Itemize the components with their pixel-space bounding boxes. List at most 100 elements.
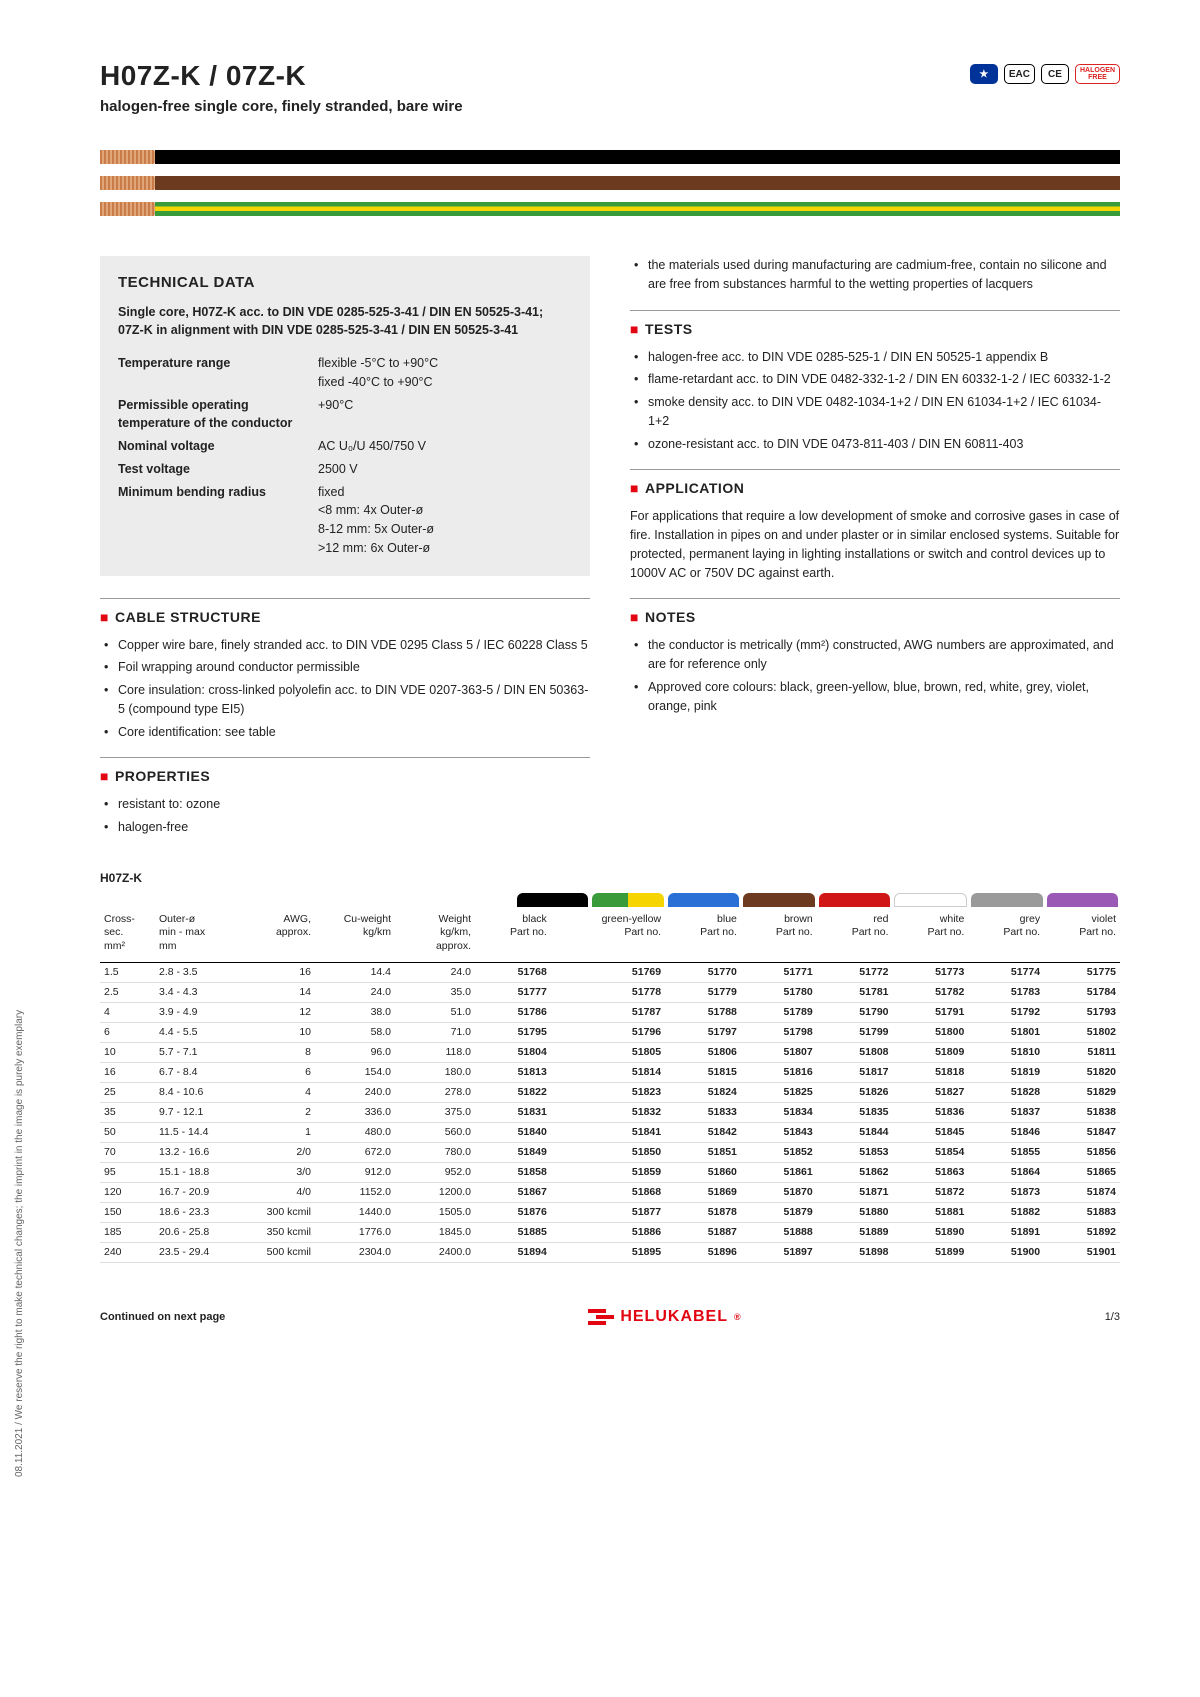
table-cell: 35 xyxy=(100,1102,155,1122)
table-row: 1.52.8 - 3.51614.424.0517685176951770517… xyxy=(100,962,1120,982)
table-cell: 70 xyxy=(100,1142,155,1162)
table-cell: 51897 xyxy=(741,1242,817,1262)
table-cell: 3.9 - 4.9 xyxy=(155,1002,245,1022)
table-cell: 51873 xyxy=(968,1182,1044,1202)
table-cell: 51800 xyxy=(893,1022,969,1042)
color-header-row xyxy=(100,893,1120,907)
table-cell: 9.7 - 12.1 xyxy=(155,1102,245,1122)
table-row: 7013.2 - 16.62/0672.0780.051849518505185… xyxy=(100,1142,1120,1162)
table-cell: 51810 xyxy=(968,1042,1044,1062)
techdata-label: Nominal voltage xyxy=(118,437,318,456)
table-cell: 1776.0 xyxy=(315,1222,395,1242)
table-cell: 51820 xyxy=(1044,1062,1120,1082)
table-cell: 51861 xyxy=(741,1162,817,1182)
techdata-value: flexible -5°C to +90°C fixed -40°C to +9… xyxy=(318,354,572,392)
page: 08.11.2021 / We reserve the right to mak… xyxy=(0,0,1200,1697)
properties-heading: ■PROPERTIES xyxy=(100,757,590,787)
table-cell: 51825 xyxy=(741,1082,817,1102)
cable-structure-item: Core insulation: cross-linked polyolefin… xyxy=(104,681,590,719)
table-cell: 51822 xyxy=(475,1082,551,1102)
table-row: 2.53.4 - 4.31424.035.0517775177851779517… xyxy=(100,982,1120,1002)
table-row: 258.4 - 10.64240.0278.051822518235182451… xyxy=(100,1082,1120,1102)
table-cell: 51894 xyxy=(475,1242,551,1262)
table-cell: 51819 xyxy=(968,1062,1044,1082)
badge-eu: ★ xyxy=(970,64,998,84)
col-header: Cu-weight kg/km xyxy=(315,907,395,962)
table-cell: 51790 xyxy=(817,1002,893,1022)
table-cell: 375.0 xyxy=(395,1102,475,1122)
table-cell: 51831 xyxy=(475,1102,551,1122)
techdata-row: Minimum bending radiusfixed <8 mm: 4x Ou… xyxy=(118,483,572,558)
cable-structure-item: Foil wrapping around conductor permissib… xyxy=(104,658,590,677)
table-cell: 51807 xyxy=(741,1042,817,1062)
color-swatch-brown xyxy=(743,893,814,907)
red-square-icon: ■ xyxy=(630,609,639,625)
table-cell: 51816 xyxy=(741,1062,817,1082)
table-cell: 51841 xyxy=(551,1122,665,1142)
table-cell: 51840 xyxy=(475,1122,551,1142)
tests-list: halogen-free acc. to DIN VDE 0285-525-1 … xyxy=(630,348,1120,454)
table-cell: 51826 xyxy=(817,1082,893,1102)
properties-list: resistant to: ozone halogen-free xyxy=(100,795,590,837)
table-cell: 118.0 xyxy=(395,1042,475,1062)
table-cell: 96.0 xyxy=(315,1042,395,1062)
table-cell: 51844 xyxy=(817,1122,893,1142)
properties-item: halogen-free xyxy=(104,818,590,837)
properties-item: resistant to: ozone xyxy=(104,795,590,814)
table-cell: 240.0 xyxy=(315,1082,395,1102)
table-cell: 51901 xyxy=(1044,1242,1120,1262)
techdata-row: Permissible operating temperature of the… xyxy=(118,396,572,434)
table-cell: 51774 xyxy=(968,962,1044,982)
techdata-row: Nominal voltageAC U₀/U 450/750 V xyxy=(118,437,572,456)
techdata-row: Test voltage2500 V xyxy=(118,460,572,479)
cable-structure-item: Core identification: see table xyxy=(104,723,590,742)
table-row: 15018.6 - 23.3300 kcmil1440.01505.051876… xyxy=(100,1202,1120,1222)
tests-item: halogen-free acc. to DIN VDE 0285-525-1 … xyxy=(634,348,1120,367)
table-cell: 51898 xyxy=(817,1242,893,1262)
table-cell: 51811 xyxy=(1044,1042,1120,1062)
table-cell: 51771 xyxy=(741,962,817,982)
table-cell: 51885 xyxy=(475,1222,551,1242)
table-cell: 51854 xyxy=(893,1142,969,1162)
technical-data-box: TECHNICAL DATA Single core, H07Z-K acc. … xyxy=(100,256,590,576)
table-cell: 185 xyxy=(100,1222,155,1242)
table-row: 5011.5 - 14.41480.0560.05184051841518425… xyxy=(100,1122,1120,1142)
table-cell: 51786 xyxy=(475,1002,551,1022)
table-cell: 51878 xyxy=(665,1202,741,1222)
table-cell: 51864 xyxy=(968,1162,1044,1182)
table-cell: 51779 xyxy=(665,982,741,1002)
table-cell: 912.0 xyxy=(315,1162,395,1182)
color-swatch-grey xyxy=(971,893,1042,907)
table-cell: 51806 xyxy=(665,1042,741,1062)
table-cell: 71.0 xyxy=(395,1022,475,1042)
table-cell: 51818 xyxy=(893,1062,969,1082)
table-cell: 51858 xyxy=(475,1162,551,1182)
table-cell: 4 xyxy=(100,1002,155,1022)
techdata-label: Test voltage xyxy=(118,460,318,479)
color-swatches xyxy=(515,893,1120,907)
techdata-value: 2500 V xyxy=(318,460,572,479)
tests-item: ozone-resistant acc. to DIN VDE 0473-811… xyxy=(634,435,1120,454)
table-cell: 51801 xyxy=(968,1022,1044,1042)
table-cell: 51886 xyxy=(551,1222,665,1242)
table-cell: 2304.0 xyxy=(315,1242,395,1262)
table-cell: 300 kcmil xyxy=(245,1202,315,1222)
right-top-item: the materials used during manufacturing … xyxy=(634,256,1120,294)
table-cell: 51850 xyxy=(551,1142,665,1162)
table-cell: 20.6 - 25.8 xyxy=(155,1222,245,1242)
col-header-green-yellow: green-yellowPart no. xyxy=(551,907,665,962)
table-cell: 51891 xyxy=(968,1222,1044,1242)
table-cell: 51813 xyxy=(475,1062,551,1082)
table-cell: 51882 xyxy=(968,1202,1044,1222)
techdata-value: AC U₀/U 450/750 V xyxy=(318,437,572,456)
table-cell: 480.0 xyxy=(315,1122,395,1142)
table-cell: 51871 xyxy=(817,1182,893,1202)
left-column: TECHNICAL DATA Single core, H07Z-K acc. … xyxy=(100,256,590,841)
table-row: 64.4 - 5.51058.071.051795517965179751798… xyxy=(100,1022,1120,1042)
table-cell: 51770 xyxy=(665,962,741,982)
table-row: 166.7 - 8.46154.0180.0518135181451815518… xyxy=(100,1062,1120,1082)
table-cell: 336.0 xyxy=(315,1102,395,1122)
table-cell: 6.7 - 8.4 xyxy=(155,1062,245,1082)
table-cell: 120 xyxy=(100,1182,155,1202)
table-row: 12016.7 - 20.94/01152.01200.051867518685… xyxy=(100,1182,1120,1202)
